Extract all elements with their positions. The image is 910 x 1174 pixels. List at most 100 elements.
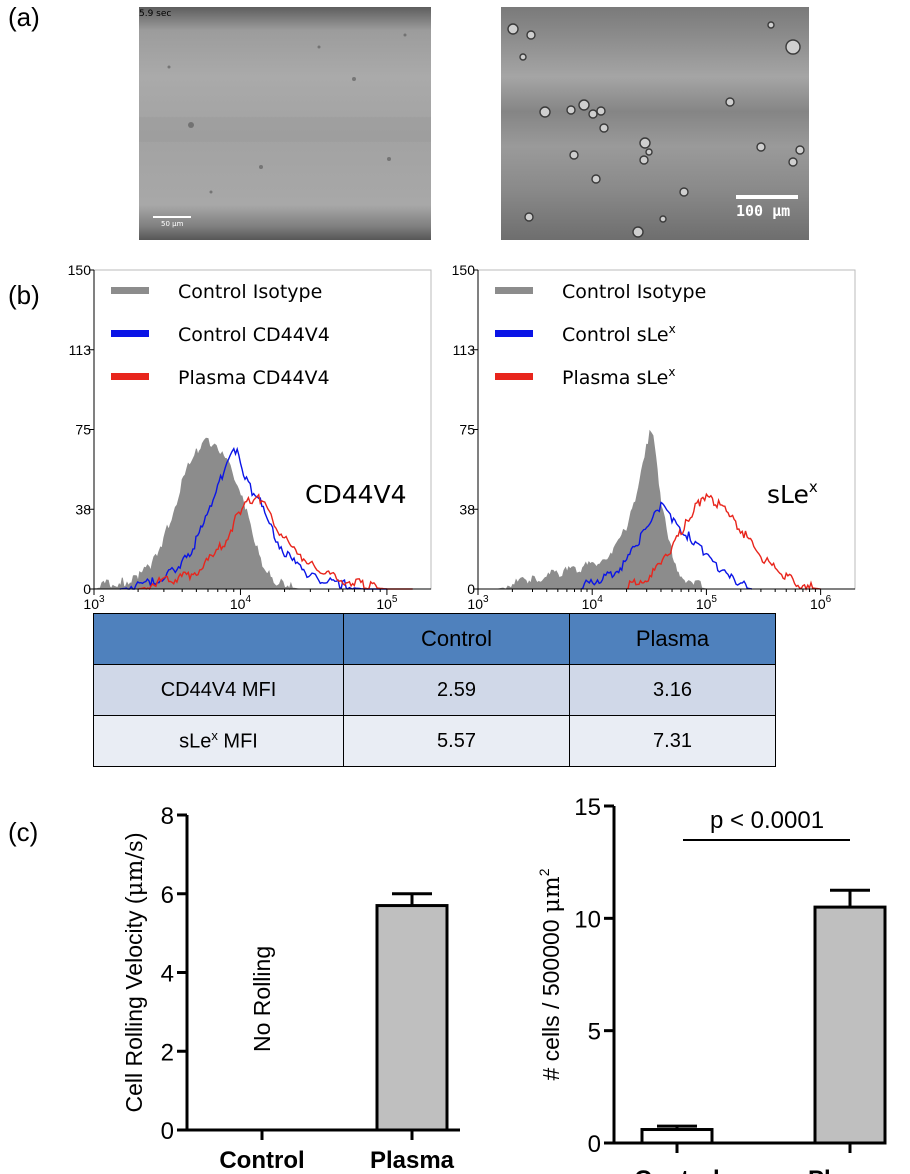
x-tick-exponent: 3 xyxy=(99,594,105,605)
x-tick-exponent: 4 xyxy=(245,594,251,605)
x-tick-label: Control xyxy=(219,1147,304,1174)
y-tick-label: 10 xyxy=(574,906,601,933)
series-isotype-area xyxy=(93,437,311,591)
y-tick-label: 4 xyxy=(161,961,174,988)
y-tick-label: 15 xyxy=(574,794,601,821)
legend-swatch xyxy=(495,330,533,337)
legend-swatch xyxy=(495,373,533,380)
x-tick-label: 106 xyxy=(810,594,832,612)
x-tick-label: Control xyxy=(634,1166,719,1174)
bar xyxy=(813,905,887,1145)
mfi-table: Control Plasma CD44V4 MFI 2.59 3.16 sLex… xyxy=(93,613,776,767)
table-cell-label: sLex MFI xyxy=(93,715,344,767)
chart-annotation-sup: x xyxy=(809,478,818,496)
legend-label: Control sLex xyxy=(562,322,676,346)
x-tick-base: 10 xyxy=(810,596,826,612)
table-row: CD44V4 MFI 2.59 3.16 xyxy=(93,664,776,716)
series-line xyxy=(580,501,753,590)
series-isotype-area xyxy=(498,429,720,590)
x-tick-base: 10 xyxy=(467,596,483,612)
y-tick-label: 150 xyxy=(452,262,476,278)
legend-label-sup: x xyxy=(669,322,676,336)
legend-swatch xyxy=(111,330,149,337)
y-tick-label: 0 xyxy=(83,581,91,597)
legend-label: Control Isotype xyxy=(178,281,322,303)
bar xyxy=(375,904,449,1132)
x-tick-exponent: 5 xyxy=(392,594,398,605)
table-header-cell xyxy=(93,613,344,665)
panel-label-a: (a) xyxy=(8,2,40,32)
legend-label: Control CD44V4 xyxy=(178,324,330,346)
y-tick-label: 6 xyxy=(161,882,174,909)
x-tick-base: 10 xyxy=(83,596,99,612)
x-tick-base: 10 xyxy=(582,596,598,612)
y-tick-label: 113 xyxy=(453,342,476,358)
x-tick-exponent: 5 xyxy=(711,594,717,605)
x-tick-exponent: 6 xyxy=(826,594,832,605)
micrograph-plasma: 100 µm xyxy=(501,7,809,240)
x-tick-label: 104 xyxy=(582,594,604,612)
table-cell: 2.59 xyxy=(343,664,570,716)
series-line xyxy=(626,492,821,591)
legend-label-main: Plasma sLe xyxy=(562,367,668,389)
x-tick-label: Plasma xyxy=(370,1147,455,1174)
x-tick-label: 105 xyxy=(376,594,398,612)
y-axis-label-sup: 2 xyxy=(536,868,552,876)
table-cell: 7.31 xyxy=(569,715,776,767)
bar xyxy=(640,1128,714,1145)
table-cell-label-main: sLe xyxy=(179,730,212,753)
chart-annotation: CD44V4 xyxy=(305,480,407,509)
y-tick-label: 75 xyxy=(75,422,91,438)
y-axis-label-unit: μm/s xyxy=(122,840,148,896)
legend-label-sup: x xyxy=(668,365,675,379)
y-axis-label-main: Cell Rolling Velocity ( xyxy=(121,896,147,1112)
y-tick-label: 0 xyxy=(588,1131,601,1158)
legend-label: Plasma sLex xyxy=(562,365,675,389)
table-cell-label-tail: MFI xyxy=(217,730,258,753)
y-axis-label: Cell Rolling Velocity (μm/s) xyxy=(121,832,148,1112)
scalebar-label: 100 µm xyxy=(736,202,791,220)
legend-swatch xyxy=(111,373,149,380)
scalebar-label: 50 µm xyxy=(161,220,184,228)
x-tick-label: 104 xyxy=(230,594,252,612)
x-tick-base: 10 xyxy=(696,596,712,612)
legend-swatch xyxy=(111,287,149,294)
legend-swatch xyxy=(495,287,533,294)
y-axis-label-unit: μm xyxy=(539,876,565,913)
micrograph-control: 5.9 sec 50 µm xyxy=(139,7,431,240)
x-tick-exponent: 4 xyxy=(597,594,603,605)
y-axis-label-tail: ) xyxy=(121,832,147,840)
y-tick-label: 0 xyxy=(467,581,475,597)
table-header-row: Control Plasma xyxy=(93,613,776,665)
y-tick-label: 38 xyxy=(459,501,475,517)
y-tick-label: 150 xyxy=(68,262,92,278)
series-line xyxy=(119,446,387,590)
micrograph-timestamp: 5.9 sec xyxy=(139,9,172,19)
table-row: sLex MFI 5.57 7.31 xyxy=(93,715,776,767)
legend-label-main: Control sLe xyxy=(562,324,669,346)
y-tick-label: 8 xyxy=(161,803,174,830)
y-tick-label: 5 xyxy=(588,1019,601,1046)
chart-annotation-main: sLe xyxy=(767,480,809,509)
y-tick-label: 75 xyxy=(459,422,475,438)
y-tick-label: 38 xyxy=(75,501,91,517)
table-cell-label-sup: x xyxy=(211,728,218,744)
x-tick-label: Plasma xyxy=(808,1166,893,1174)
table-header-cell: Plasma xyxy=(569,613,776,665)
legend-label: Control Isotype xyxy=(562,281,706,303)
y-tick-label: 2 xyxy=(161,1039,174,1066)
no-rolling-annotation: No Rolling xyxy=(249,946,275,1052)
x-tick-label: 103 xyxy=(467,594,489,612)
panel-label-b: (b) xyxy=(8,280,40,310)
x-tick-base: 10 xyxy=(376,596,392,612)
x-tick-label: 105 xyxy=(696,594,718,612)
x-tick-label: 103 xyxy=(83,594,105,612)
table-cell: 5.57 xyxy=(343,715,570,767)
legend-label: Plasma CD44V4 xyxy=(178,367,330,389)
y-axis-label: # cells / 500000 μm2 xyxy=(536,868,565,1080)
chart-annotation: sLex xyxy=(767,478,818,509)
table-cell-label: CD44V4 MFI xyxy=(93,664,344,716)
table-cell: 3.16 xyxy=(569,664,776,716)
y-tick-label: 0 xyxy=(161,1118,174,1145)
x-tick-exponent: 3 xyxy=(483,594,489,605)
